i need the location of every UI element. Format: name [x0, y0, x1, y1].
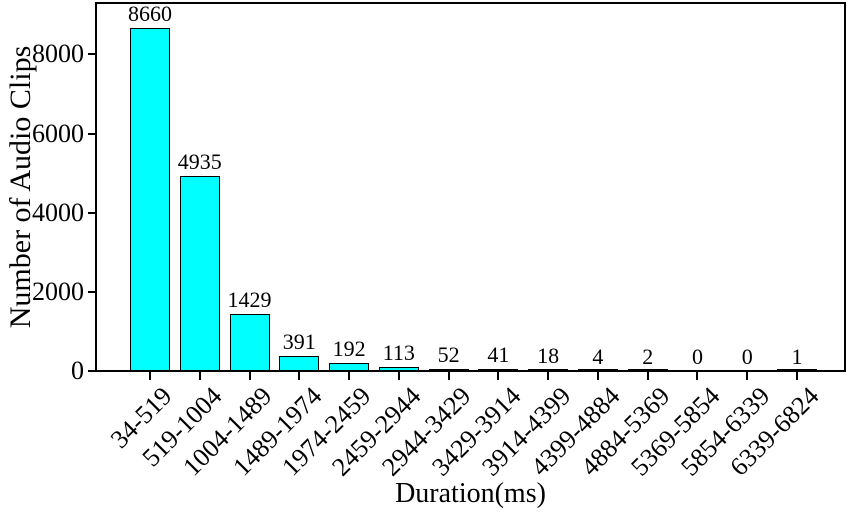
- bar-value-label: 2: [642, 343, 654, 369]
- y-axis-tick: [88, 53, 96, 56]
- bar-value-label: 113: [382, 339, 415, 365]
- x-axis-tick: [447, 372, 450, 380]
- x-axis-tick: [547, 372, 550, 380]
- x-axis-title: Duration(ms): [395, 478, 546, 509]
- bar: [378, 366, 419, 371]
- bar: [528, 368, 569, 371]
- x-axis-tick: [298, 372, 301, 380]
- bar-value-label: 41: [487, 342, 510, 368]
- y-tick-label: 0: [71, 356, 84, 385]
- bar: [130, 28, 170, 371]
- bar: [478, 368, 519, 371]
- bar-value-label: 192: [332, 336, 366, 362]
- y-tick-label: 8000: [32, 39, 84, 69]
- bar-value-label: 0: [741, 344, 753, 369]
- bar: [229, 314, 270, 371]
- bar-value-label: 391: [282, 328, 316, 354]
- bar: [777, 368, 817, 371]
- bar-value-label: 8660: [128, 1, 172, 27]
- bar: [279, 355, 320, 371]
- bar-value-label: 0: [691, 344, 703, 369]
- y-axis-tick: [88, 290, 96, 293]
- y-axis-title: Number of Audio Clips: [4, 45, 37, 329]
- bar-value-label: 52: [437, 341, 460, 367]
- y-tick-label: 4000: [32, 197, 84, 227]
- x-axis-tick: [149, 372, 151, 380]
- bar: [627, 368, 668, 371]
- bar-value-label: 4935: [177, 148, 222, 174]
- x-axis-tick: [497, 372, 500, 380]
- x-axis-tick: [646, 372, 649, 380]
- bar-value-label: 1: [791, 343, 803, 369]
- bar-value-label: 1429: [227, 287, 272, 313]
- x-axis-tick: [348, 372, 351, 380]
- y-tick-label: 6000: [32, 118, 84, 148]
- x-axis-tick: [596, 372, 599, 380]
- bar: [329, 363, 370, 371]
- x-axis-tick: [746, 372, 749, 380]
- plot-area: [95, 2, 846, 372]
- y-tick-label: 2000: [32, 276, 84, 306]
- y-axis-tick: [88, 211, 96, 214]
- bar: [577, 368, 618, 371]
- x-axis-tick: [248, 372, 251, 380]
- x-axis-tick: [198, 372, 201, 380]
- y-axis-tick: [88, 370, 96, 372]
- bar: [179, 175, 220, 371]
- bar-value-label: 18: [537, 343, 560, 369]
- x-axis-tick: [796, 372, 798, 380]
- y-axis-tick: [88, 132, 96, 135]
- bar-value-label: 4: [592, 343, 604, 369]
- bar: [428, 368, 469, 371]
- x-axis-tick: [696, 372, 699, 380]
- x-axis-tick: [397, 372, 400, 380]
